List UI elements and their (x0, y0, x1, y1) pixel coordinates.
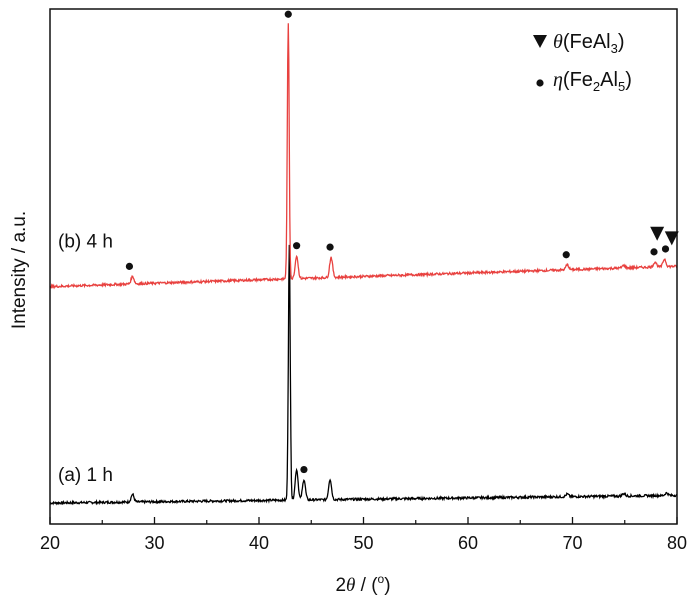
x-axis-label-part: θ (346, 575, 355, 596)
series-line (49, 244, 678, 506)
x-tick-label: 70 (562, 533, 582, 553)
peak-marker-circle (661, 245, 670, 253)
peak-marker-circle (284, 10, 292, 18)
x-axis-label-part: o (378, 572, 385, 586)
peak-marker-circle (326, 243, 334, 251)
peak-marker-circle (650, 248, 658, 256)
peak-marker-triangle (650, 226, 665, 241)
x-tick-label: 80 (667, 533, 687, 553)
x-tick-label: 20 (40, 533, 60, 553)
legend: θ(FeAl3) η(Fe2Al5) (533, 31, 632, 94)
legend-triangle-icon (533, 35, 547, 48)
x-tick-label: 60 (458, 533, 478, 553)
peak-marker-circle (562, 251, 570, 259)
x-axis-label-part: ) (384, 575, 390, 596)
x-tick-label: 30 (144, 533, 164, 553)
series-label: (b) 4 h (58, 232, 113, 253)
peak-marker-circle (125, 262, 134, 270)
peak-marker-triangle (664, 231, 679, 246)
legend-entry: θ(FeAl3) (553, 31, 625, 56)
x-tick-label: 50 (353, 533, 373, 553)
legend-entry: η(Fe2Al5) (553, 69, 632, 94)
y-axis-label: Intensity / a.u. (9, 211, 30, 329)
peak-marker-circle (293, 242, 301, 250)
x-axis-label: 2θ / (o) (335, 572, 390, 596)
peak-marker-circle (300, 465, 308, 474)
x-axis-label-part: 2 (335, 575, 346, 596)
series-label: (a) 1 h (58, 465, 113, 486)
x-tick-label: 40 (249, 533, 269, 553)
legend-circle-icon (536, 79, 544, 87)
x-axis-label-part: / ( (355, 575, 378, 596)
series-line (49, 23, 678, 290)
